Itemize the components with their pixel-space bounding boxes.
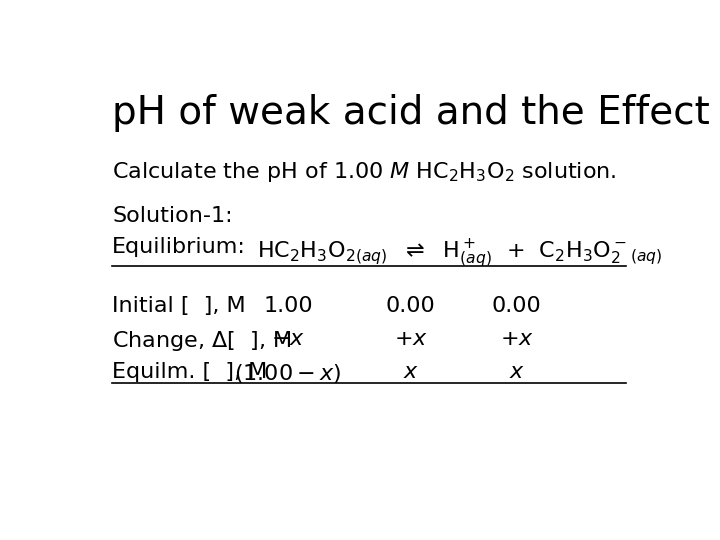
- Text: pH of weak acid and the Effect of Common: pH of weak acid and the Effect of Common: [112, 94, 720, 132]
- Text: $-x$: $-x$: [271, 329, 305, 349]
- Text: HC$_2$H$_3$O$_{2(aq)}$  $\rightleftharpoons$  H$^+_{(aq)}$  +  C$_2$H$_3$O$_2^-$: HC$_2$H$_3$O$_{2(aq)}$ $\rightleftharpoo…: [258, 238, 663, 270]
- Text: Equilibrium:: Equilibrium:: [112, 238, 246, 258]
- Text: Solution-1:: Solution-1:: [112, 206, 233, 226]
- Text: Change, $\Delta$[  ], M: Change, $\Delta$[ ], M: [112, 329, 292, 353]
- Text: 0.00: 0.00: [492, 295, 541, 315]
- Text: $+x$: $+x$: [500, 329, 534, 349]
- Text: Calculate the pH of 1.00 $\mathit{M}$ HC$_2$H$_3$O$_2$ solution.: Calculate the pH of 1.00 $\mathit{M}$ HC…: [112, 160, 617, 185]
- Text: $+x$: $+x$: [394, 329, 428, 349]
- Text: $(1.00 - x)$: $(1.00 - x)$: [235, 362, 342, 385]
- Text: Initial [  ], M: Initial [ ], M: [112, 295, 246, 315]
- Text: 1.00: 1.00: [264, 295, 313, 315]
- Text: 0.00: 0.00: [386, 295, 436, 315]
- Text: Equilm. [  ], M: Equilm. [ ], M: [112, 362, 268, 382]
- Text: $x$: $x$: [403, 362, 419, 382]
- Text: $x$: $x$: [509, 362, 525, 382]
